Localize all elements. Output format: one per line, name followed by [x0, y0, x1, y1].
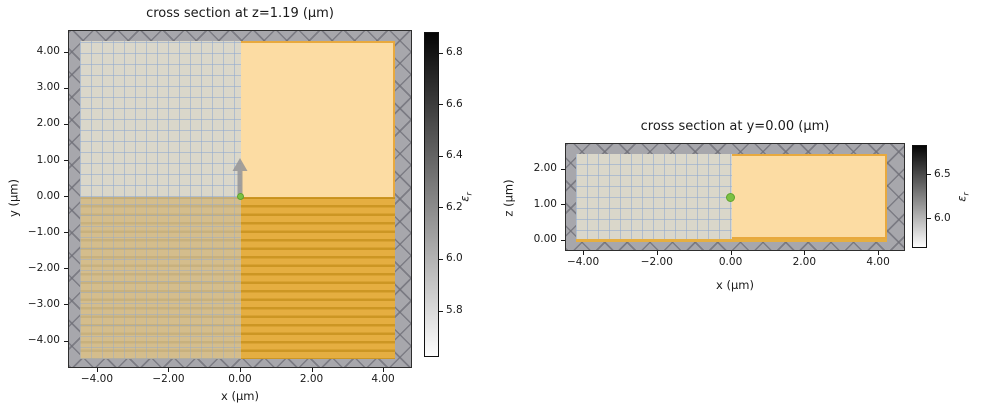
xz-x-tick-label: 0.00	[718, 256, 743, 268]
epsilon-subscript: r	[961, 192, 971, 196]
xy-y-tick-label: 0.00	[36, 189, 60, 202]
colorbar-tick-mark	[927, 174, 931, 176]
xy-y-tick-mark	[64, 87, 68, 89]
point-source-marker	[236, 192, 244, 200]
xz-x-tick-label: 4.00	[866, 256, 890, 268]
xy-y-tick-mark	[64, 160, 68, 161]
colorbar-gradient	[913, 146, 926, 247]
colorbar-tick-label: 6.6	[446, 97, 463, 110]
xy-x-tick-label: 2.00	[299, 373, 324, 385]
colorbar-xy	[424, 32, 439, 357]
xy-y-tick-mark	[64, 196, 68, 198]
xz-y-tick-mark	[561, 239, 565, 241]
xz-x-tick-mark	[878, 251, 880, 255]
colorbar-tick-mark	[439, 258, 443, 260]
colorbar-tick-mark	[439, 310, 443, 312]
colorbar-tick-mark	[439, 52, 443, 54]
xz-x-tick-label: −4.00	[566, 256, 600, 268]
gray-medium-left	[576, 154, 732, 242]
xy-y-tick-label: −2.00	[27, 261, 60, 274]
orange-medium-right	[731, 154, 887, 239]
gray-medium-upper-left	[80, 41, 241, 198]
right-plot-title: cross section at y=0.00 (μm)	[640, 119, 830, 134]
xy-y-tick-mark	[64, 51, 68, 53]
colorbar-tick-mark	[927, 218, 931, 220]
xy-y-tick-mark	[64, 232, 68, 234]
xz-x-tick-label: 2.00	[792, 256, 817, 268]
xy-y-tick-label: −3.00	[27, 297, 60, 310]
xz-y-tick-label: 2.00	[533, 162, 557, 175]
xy-y-tick-label: 1.00	[36, 153, 60, 166]
left-xaxis-label: x (μm)	[221, 389, 259, 403]
xy-x-tick-label: 0.00	[228, 373, 252, 385]
gold-layer-edge-strip	[576, 238, 887, 242]
xy-y-tick-label: 3.00	[36, 81, 60, 94]
plot-area-xz	[565, 143, 905, 251]
xy-y-tick-label: 4.00	[36, 45, 60, 58]
xy-x-tick-mark	[383, 368, 385, 372]
xy-y-tick-mark	[64, 340, 68, 342]
xy-x-tick-mark	[168, 368, 170, 372]
xz-x-tick-mark	[730, 251, 732, 255]
xz-y-tick-mark	[561, 204, 565, 206]
mesh-overlay-lower-left	[80, 197, 241, 359]
epsilon-symbol: ε	[954, 195, 969, 202]
xz-y-tick-mark	[561, 168, 565, 170]
colorbar-tick-label: 6.4	[446, 149, 463, 162]
colorbar-tick-mark	[439, 155, 443, 157]
left-plot-title: cross section at z=1.19 (μm)	[146, 6, 334, 21]
colorbar-tick-label: 6.2	[446, 200, 463, 213]
source-arrow-icon	[232, 158, 248, 197]
epsilon-subscript: r	[464, 192, 474, 196]
xy-y-tick-label: −4.00	[27, 334, 60, 347]
xy-y-tick-mark	[64, 123, 68, 125]
colorbar-tick-label: 6.0	[446, 252, 463, 265]
xz-y-tick-label: 0.00	[533, 233, 557, 246]
colorbar-tick-mark	[439, 104, 443, 106]
point-source-marker	[726, 193, 736, 203]
xz-x-tick-mark	[804, 251, 806, 255]
xz-y-tick-label: 1.00	[533, 197, 557, 210]
xy-x-tick-mark	[240, 368, 241, 372]
right-xaxis-label: x (μm)	[716, 278, 754, 292]
colorbar-xz	[912, 145, 927, 248]
xz-x-tick-mark	[656, 251, 658, 255]
arrow-shape	[232, 158, 248, 197]
xy-x-tick-label: −2.00	[152, 373, 185, 385]
colorbar-tick-label: 6.5	[934, 167, 951, 180]
xy-x-tick-label: −4.00	[80, 373, 114, 385]
xz-x-tick-mark	[583, 251, 585, 255]
right-colorbar-label: εr	[954, 192, 972, 202]
colorbar-tick-label: 6.8	[446, 46, 463, 59]
xy-y-tick-mark	[64, 304, 68, 306]
colorbar-gradient	[425, 33, 438, 356]
xy-x-tick-mark	[311, 368, 313, 372]
plot-area-xy	[68, 30, 412, 368]
xz-x-tick-label: −2.00	[640, 256, 673, 268]
xy-y-tick-label: −1.00	[27, 225, 60, 238]
xy-y-tick-label: 2.00	[36, 117, 60, 130]
colorbar-tick-label: 5.8	[446, 304, 463, 317]
orange-medium-upper-right	[241, 41, 395, 198]
colorbar-tick-mark	[439, 207, 443, 209]
xy-x-tick-label: 4.00	[371, 373, 395, 385]
colorbar-tick-label: 6.0	[934, 211, 951, 224]
xy-y-tick-mark	[64, 268, 68, 270]
xy-x-tick-mark	[96, 368, 98, 372]
